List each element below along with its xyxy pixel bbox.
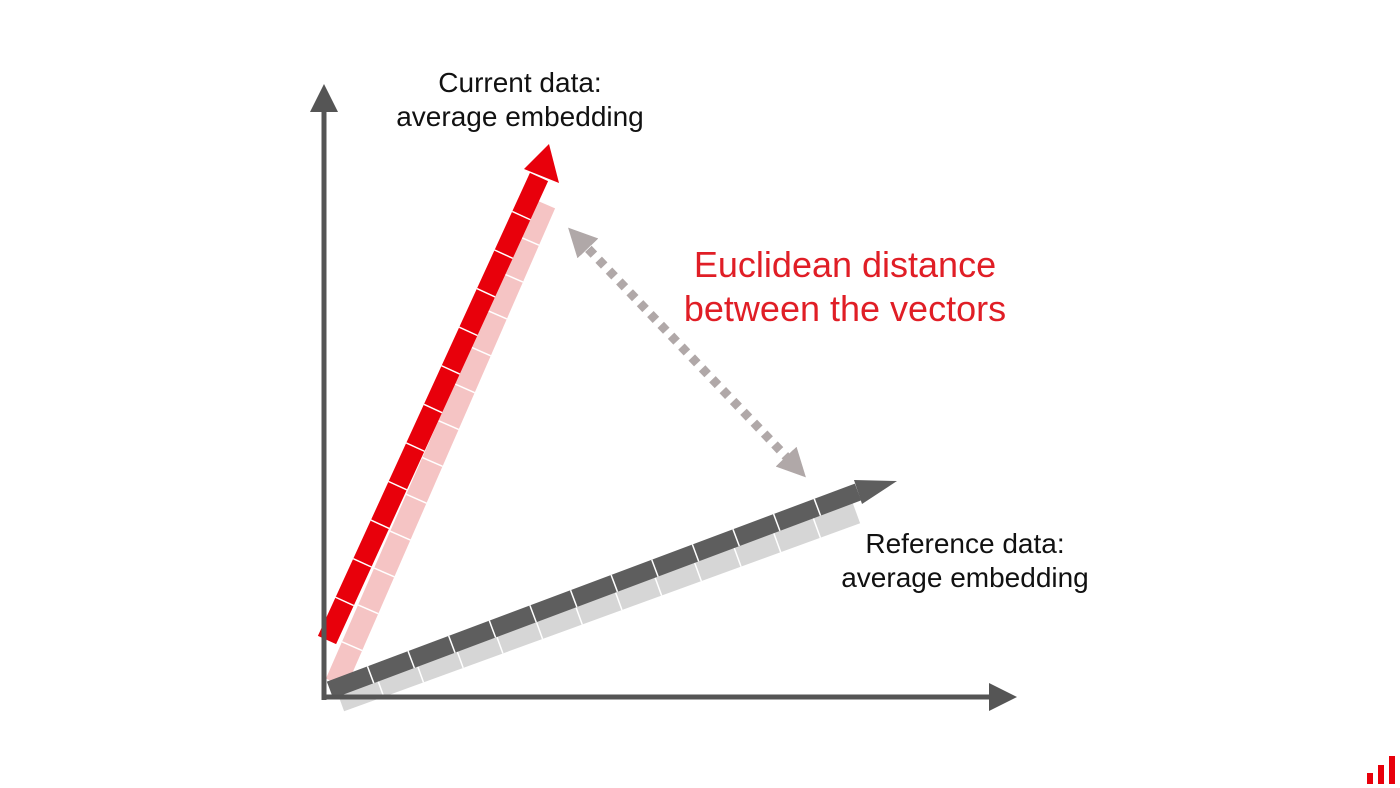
segment-tick <box>366 666 375 684</box>
current-data-vector <box>317 144 559 645</box>
segment-tick <box>438 419 459 431</box>
current-data-label-line2: average embedding <box>396 101 644 132</box>
segment-tick <box>811 514 822 538</box>
reference-vector-segment-ticks <box>366 498 822 684</box>
segment-tick <box>488 620 497 638</box>
bar-chart-logo-icon <box>1367 756 1395 784</box>
current-vector-arrowhead <box>524 144 559 183</box>
euclidean-distance-label-line1: Euclidean distance <box>693 244 997 285</box>
reference-vector-shadow <box>335 500 861 712</box>
segment-tick <box>813 498 822 516</box>
segment-tick <box>454 383 475 394</box>
y-axis <box>310 84 338 700</box>
reference-data-label: Reference data: average embedding <box>815 527 1115 595</box>
segment-tick <box>470 346 492 357</box>
current-shadow-segment-ticks <box>341 235 540 652</box>
segment-tick <box>341 641 363 652</box>
segment-tick <box>771 529 782 553</box>
euclidean-distance-arrow <box>568 227 806 478</box>
reference-data-label-line1: Reference data: <box>865 528 1065 559</box>
segment-tick <box>476 287 496 298</box>
segment-tick <box>373 567 395 578</box>
segment-tick <box>405 442 425 452</box>
segment-tick <box>569 589 578 608</box>
segment-tick <box>651 559 659 577</box>
y-axis-arrowhead <box>310 84 338 112</box>
reference-data-label-line2: average embedding <box>841 562 1089 593</box>
segment-tick <box>335 596 355 607</box>
segment-tick <box>772 513 781 532</box>
x-axis-arrowhead <box>989 683 1017 711</box>
segment-tick <box>370 519 390 530</box>
current-vector-shadow <box>325 199 556 688</box>
segment-tick <box>422 456 443 468</box>
segment-tick <box>441 365 461 375</box>
euclidean-distance-label: Euclidean distance between the vectors <box>655 243 1035 331</box>
segment-tick <box>732 529 741 547</box>
segment-tick <box>610 574 619 593</box>
current-data-label: Current data: average embedding <box>370 66 670 134</box>
reference-data-vector <box>326 480 897 699</box>
segment-tick <box>407 650 416 669</box>
current-data-label-line1: Current data: <box>438 67 602 98</box>
segment-tick <box>423 403 443 414</box>
segment-tick <box>389 530 411 541</box>
current-vector-segment-ticks <box>335 210 531 607</box>
segment-tick <box>511 210 531 221</box>
segment-tick <box>486 309 508 320</box>
euclidean-distance-label-line2: between the vectors <box>683 288 1007 329</box>
segment-tick <box>357 604 379 615</box>
segment-tick <box>494 249 514 260</box>
segment-tick <box>406 493 427 504</box>
segment-tick <box>518 235 540 246</box>
segment-tick <box>388 480 408 491</box>
segment-tick <box>529 605 537 623</box>
segment-tick <box>458 326 478 337</box>
reference-vector-arrowhead <box>854 480 897 504</box>
x-axis <box>322 683 1017 711</box>
segment-tick <box>691 544 700 562</box>
segment-tick <box>352 557 372 568</box>
segment-tick <box>502 272 524 283</box>
segment-tick <box>447 635 456 653</box>
